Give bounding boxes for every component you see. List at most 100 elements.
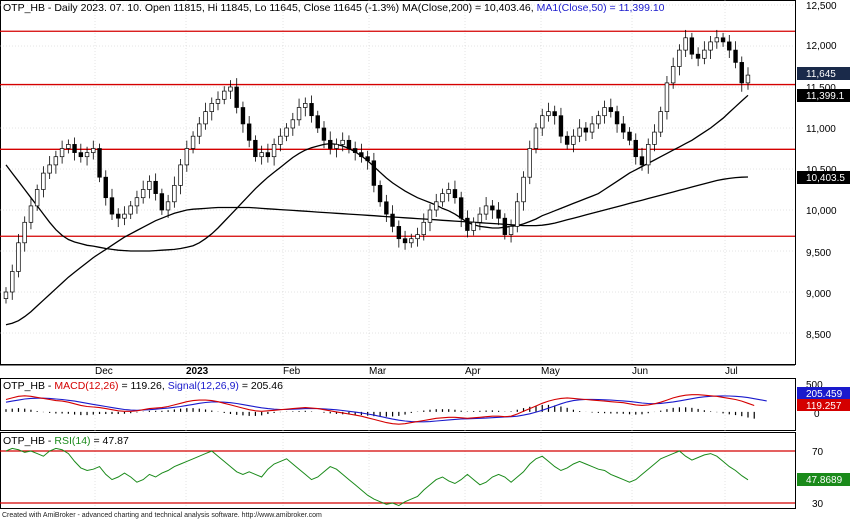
candle-down (614, 111, 620, 125)
candle-up (714, 37, 720, 43)
candle-down (365, 156, 370, 162)
candle-down (490, 205, 495, 211)
candle-down (78, 152, 84, 158)
candle-down (377, 185, 383, 203)
candle-down (253, 139, 258, 158)
xlabel-may: May (541, 366, 560, 377)
candle-up (53, 156, 59, 166)
candle-down (465, 217, 470, 231)
candle-up (670, 66, 676, 84)
candle-up (47, 164, 52, 174)
macd-header-signal-value: = 205.46 (239, 380, 283, 392)
rsi-line (5, 447, 749, 507)
candle-down (733, 49, 738, 63)
xlabel-2023: 2023 (186, 366, 209, 377)
xlabel-apr: Apr (465, 366, 481, 377)
xlabel-dec: Dec (95, 366, 113, 377)
rsi-header-value: = 47.87 (91, 435, 129, 447)
candle-down (265, 152, 271, 158)
tick-11500: 11,500 (806, 83, 836, 94)
rsi-panel-frame (0, 432, 796, 509)
macd-header: OTP_HB - MACD(12,26) = 119.26, Signal(12… (3, 380, 283, 392)
candle-up (546, 111, 551, 117)
candle-down (315, 115, 320, 129)
candle-up (66, 144, 71, 149)
candle-down (352, 148, 358, 153)
candle-down (739, 62, 744, 84)
date-labels: Dec 2023 Feb Mar Apr May Jun Jul (95, 366, 738, 377)
rsi-header: OTP_HB - RSI(14) = 47.87 (3, 435, 129, 447)
xlabel-jun: Jun (632, 366, 648, 377)
candle-up (203, 111, 208, 125)
candle-up (571, 135, 576, 145)
candle-down (309, 103, 314, 117)
candle-up (122, 213, 127, 219)
candle-down (103, 176, 108, 199)
candle-down (583, 127, 589, 133)
candle-up (190, 135, 196, 149)
signal-badge-bg (797, 387, 850, 399)
candle-up (178, 164, 183, 186)
candle-down (97, 148, 102, 178)
candle-up (652, 131, 657, 145)
tick-8500: 8,500 (806, 330, 831, 341)
candle-down (384, 201, 389, 215)
macd-panel-frame (0, 378, 796, 431)
tick-9500: 9,500 (806, 248, 831, 259)
candle-up (16, 242, 21, 272)
candle-up (427, 209, 433, 223)
price-header-symbol: OTP_HB (3, 2, 45, 14)
xlabel-mar: Mar (369, 366, 387, 377)
candle-down (402, 238, 408, 244)
candle-up (577, 127, 582, 137)
candle-up (10, 271, 15, 293)
candle-up (477, 213, 483, 223)
tick-12000: 12,000 (806, 41, 837, 52)
candle-up (658, 111, 663, 133)
macd-badge: 119.257 (806, 401, 842, 412)
candle-down (109, 197, 115, 215)
candle-up (59, 148, 65, 158)
candle-down (695, 53, 701, 59)
candle-down (328, 139, 333, 149)
macd-header-macd: MACD(12,26) (54, 380, 118, 392)
candle-down (159, 193, 165, 211)
candle-up (677, 49, 682, 67)
candle-up (409, 238, 414, 244)
ma50-line (5, 94, 749, 252)
candle-up (165, 201, 171, 211)
candle-up (303, 103, 308, 108)
candle-up (596, 115, 601, 125)
macd-tick-500: 500 (806, 380, 823, 391)
candle-up (483, 205, 489, 215)
candle-up (527, 148, 532, 178)
candle-up (197, 123, 202, 137)
candle-up (334, 144, 339, 149)
candle-up (646, 144, 651, 166)
candle-up (271, 144, 277, 158)
candle-up (278, 135, 283, 145)
candle-up (508, 226, 514, 235)
candle-up (745, 74, 751, 84)
candle-down (496, 209, 501, 219)
candle-up (28, 205, 34, 223)
xlabel-feb: Feb (283, 366, 301, 377)
footer-credit: Created with AmiBroker - advanced charti… (2, 512, 322, 519)
candle-up (664, 82, 670, 112)
candle-up (128, 205, 133, 215)
ma200-badge: 10,403.5 (806, 173, 845, 184)
macd-badge-bg (797, 399, 850, 411)
candle-up (296, 107, 302, 121)
rsi-badge: 47.8689 (806, 475, 843, 486)
candle-up (228, 86, 233, 92)
ma50-badge-bg (797, 89, 850, 102)
tick-10000: 10,000 (806, 206, 837, 217)
candle-up (602, 107, 607, 117)
candle-up (421, 221, 426, 235)
candle-up (147, 180, 152, 190)
candle-down (240, 107, 246, 125)
candle-up (440, 193, 445, 203)
candle-down (689, 37, 695, 55)
macd-header-symbol: OTP_HB (3, 380, 45, 392)
